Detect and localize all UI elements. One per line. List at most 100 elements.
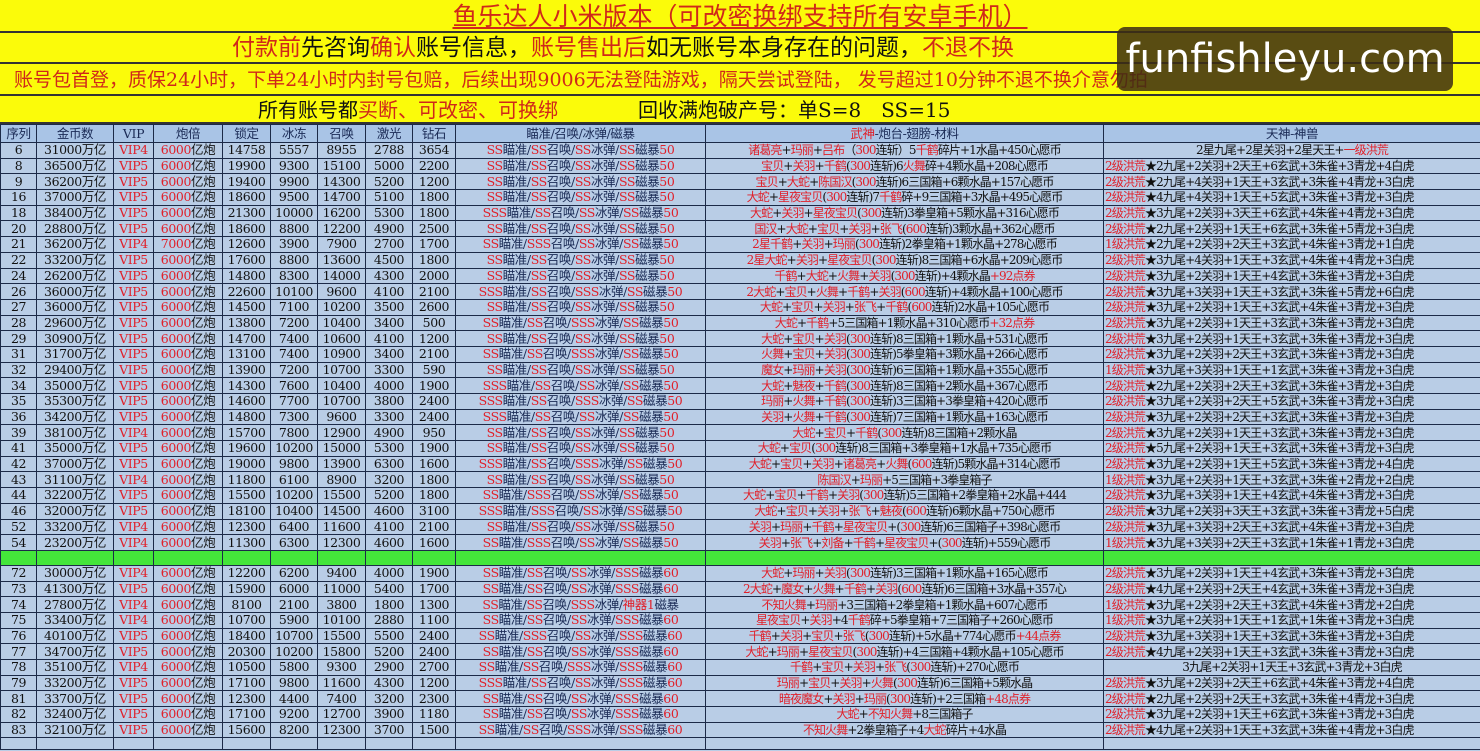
cell-seq: 8 [0, 157, 37, 175]
cell-lock: 10500 [222, 659, 271, 676]
cell-cannon: 6000亿炮 [153, 721, 223, 739]
table-row[interactable]: 8 36500万亿 VIP5 6000亿炮 19900 9300 15100 5000 2200… [0, 157, 1480, 175]
cell-wushen: 玛丽+火舞+千鹤(300连斩)3三国箱+3拳皇箱+420心愿币 [705, 393, 1104, 410]
cell-skills: SS瞄准/SS召唤/SS冰弹/SS磁暴50 [455, 440, 706, 457]
cell-gold: 30900万亿 [36, 330, 114, 347]
cell-seq: 43 [0, 471, 37, 489]
cell-lock: 12200 [222, 564, 271, 582]
table-row[interactable]: 41 35000万亿 VIP5 6000亿炮 19600 10200 15000 5300 19… [0, 440, 1480, 457]
cell-laser: 4600 [365, 534, 413, 551]
cell-seq: 9 [0, 173, 37, 191]
cell-wushen: 2星大蛇+关羽+星夜宝贝(300连斩)8三国箱+6水晶+209心愿币 [705, 251, 1104, 269]
cell-summon: 9600 [317, 283, 366, 300]
table-row[interactable]: 29 30900万亿 VIP5 6000亿炮 14700 7400 10600 4100 120… [0, 330, 1480, 347]
cell-skills: SS瞄准/SS召唤/SS冰弹/SS磁暴50 [455, 424, 706, 442]
cell-tianshen: 2级洪荒★4九尾+2关羽+2天王+4玄武+3朱雀+3青龙+3白虎 [1103, 580, 1480, 598]
cell-lock: 14700 [222, 330, 271, 347]
table-row[interactable]: 54 23200万亿 VIP4 6000亿炮 11300 6300 12300 4600 160… [0, 534, 1480, 551]
cell-freeze: 10100 [270, 283, 318, 300]
cell-summon: 10700 [317, 361, 366, 379]
column-header-gold: 金币数 [36, 124, 114, 143]
cell-skills: SSS瞄准/SS召唤/SSS冰弹/SS磁暴50 [455, 283, 706, 300]
table-row[interactable]: 73 41300万亿 VIP5 6000亿炮 15900 6000 11000 5400 170… [0, 580, 1480, 598]
cell-cannon: 6000亿炮 [153, 455, 223, 473]
table-row[interactable]: 44 32200万亿 VIP5 6000亿炮 15500 10200 15500 5200 18… [0, 487, 1480, 504]
table-row[interactable]: 6 31000万亿 VIP4 6000亿炮 14758 5557 8955 2788 3654 S… [0, 142, 1480, 159]
table-row[interactable]: 36 34200万亿 VIP5 6000亿炮 14800 7300 9600 3300 2400… [0, 408, 1480, 426]
cell-wushen: 大蛇+宝贝+关羽+张飞+千鹤(600连斩)2水晶+105心愿币 [705, 298, 1104, 316]
table-row[interactable]: 32 29400万亿 VIP5 6000亿炮 13900 7200 10700 3300 590… [0, 361, 1480, 379]
table-row[interactable]: 52 33200万亿 VIP4 6000亿炮 12300 6400 11600 4100 210… [0, 518, 1480, 536]
table-row[interactable]: 82 32400万亿 VIP5 6000亿炮 17100 9200 12700 3900 118… [0, 706, 1480, 723]
table-row[interactable]: 42 37000万亿 VIP5 6000亿炮 19000 9800 13900 6300 160… [0, 455, 1480, 473]
cell-vip: VIP5 [113, 283, 154, 300]
cell-freeze: 8800 [270, 220, 318, 238]
table-row[interactable]: 18 38400万亿 VIP5 6000亿炮 21300 10000 16200 5300 18… [0, 204, 1480, 222]
cell-lock: 20300 [222, 643, 271, 660]
table-row[interactable]: 75 33400万亿 VIP4 6000亿炮 10700 5900 10100 2880 110… [0, 611, 1480, 629]
table-row[interactable]: 21 36200万亿 VIP4 7000亿炮 12600 3900 7900 2700 1700… [0, 236, 1480, 253]
cell-lock: 19400 [222, 173, 271, 191]
cell-tianshen: 2级洪荒★2九尾+2关羽+2天王+3玄武+3朱雀+4青龙+3白虎 [1103, 690, 1480, 708]
cell-laser: 4600 [365, 502, 413, 520]
cell-vip: VIP5 [113, 377, 154, 394]
table-row[interactable]: 78 35100万亿 VIP4 6000亿炮 10500 5800 9300 2900 2700… [0, 659, 1480, 676]
table-row[interactable]: 35 35300万亿 VIP5 6000亿炮 14600 7700 10700 3800 240… [0, 393, 1480, 410]
cell-diamond: 1180 [412, 706, 456, 723]
table-row[interactable]: 74 27800万亿 VIP4 6000亿炮 8100 2100 3800 1800 1300 S… [0, 596, 1480, 613]
cell-summon: 12700 [317, 706, 366, 723]
cell-tianshen: 2级洪荒★4九尾+4关羽+1天王+5玄武+3朱雀+3青龙+3白虎 [1103, 189, 1480, 206]
cell-laser: 5500 [365, 627, 413, 645]
cell-summon: 12200 [317, 220, 366, 238]
cell-seq: 22 [0, 251, 37, 269]
table-row[interactable]: 31 31700万亿 VIP5 6000亿炮 13100 7400 10900 3400 210… [0, 345, 1480, 363]
table-row[interactable]: 79 33200万亿 VIP5 6000亿炮 17100 9800 11600 4300 120… [0, 674, 1480, 692]
cell-wushen: 千鹤+宝贝+关羽+张飞(300连斩)+270心愿币 [705, 659, 1104, 676]
table-row[interactable]: 22 33200万亿 VIP5 6000亿炮 17600 8800 13600 4500 180… [0, 251, 1480, 269]
table-row[interactable]: 28 29600万亿 VIP5 6000亿炮 13800 7200 10400 3400 500… [0, 314, 1480, 332]
table-row[interactable]: 16 37000万亿 VIP5 6000亿炮 18600 9500 14700 5100 180… [0, 189, 1480, 206]
cell-vip: VIP5 [113, 706, 154, 723]
cell-vip: VIP5 [113, 580, 154, 598]
cell-tianshen: 2级洪荒★3九尾+2关羽+3天王+6玄武+4朱雀+4青龙+3白虎 [1103, 204, 1480, 222]
empty-cell [365, 549, 413, 566]
cell-vip: VIP5 [113, 455, 154, 473]
table-row[interactable]: 9 36200万亿 VIP5 6000亿炮 19400 9900 14300 5200 1200… [0, 173, 1480, 191]
cell-lock: 10700 [222, 611, 271, 629]
cell-tianshen: 1级洪荒★3九尾+3关羽+1天王+1玄武+3朱雀+3青龙+3白虎 [1103, 361, 1480, 379]
table-row[interactable]: 77 34700万亿 VIP5 6000亿炮 20300 10200 15800 5200 24… [0, 643, 1480, 660]
cell-seq: 74 [0, 596, 37, 613]
cell-summon: 16200 [317, 204, 366, 222]
cell-diamond: 500 [412, 314, 456, 332]
cell-cannon: 7000亿炮 [153, 236, 223, 253]
page-title: 鱼乐达人小米版本（可改密换绑支持所有安卓手机） [452, 2, 1028, 31]
cell-skills: SSS瞄准/SS召唤/SS冰弹/SS磁暴50 [455, 377, 706, 394]
banner-segment: 买断、可改密、可换绑 [358, 98, 558, 122]
table-row[interactable]: 76 40100万亿 VIP5 6000亿炮 18400 10700 15500 5500 24… [0, 627, 1480, 645]
table-row[interactable]: 34 35000万亿 VIP5 6000亿炮 14300 7600 10400 4000 190… [0, 377, 1480, 394]
cell-freeze: 10200 [270, 643, 318, 660]
table-row[interactable]: 72 30000万亿 VIP4 6000亿炮 12200 6200 9400 4000 1900… [0, 564, 1480, 582]
table-row[interactable]: 43 31100万亿 VIP4 6000亿炮 11800 6100 8900 3200 1800… [0, 471, 1480, 489]
cell-diamond: 590 [412, 361, 456, 379]
section-separator [0, 549, 1480, 566]
cell-seq: 26 [0, 283, 37, 300]
table-row[interactable]: 83 32100万亿 VIP5 6000亿炮 15600 8200 12300 3700 150… [0, 721, 1480, 739]
cell-lock: 18100 [222, 502, 271, 520]
cell-vip: VIP4 [113, 424, 154, 442]
table-row[interactable]: 20 28800万亿 VIP5 6000亿炮 18600 8800 12200 4900 250… [0, 220, 1480, 238]
cell-seq: 21 [0, 236, 37, 253]
table-row[interactable]: 46 32000万亿 VIP5 6000亿炮 18100 10400 14500 4600 31… [0, 502, 1480, 520]
cell-freeze: 6300 [270, 534, 318, 551]
table-row[interactable]: 24 26200万亿 VIP5 6000亿炮 14800 8300 14000 4300 200… [0, 267, 1480, 285]
table-row[interactable]: 27 36000万亿 VIP5 6000亿炮 14500 7100 10200 3500 260… [0, 298, 1480, 316]
table-row[interactable]: 39 38100万亿 VIP4 6000亿炮 15700 7800 12900 4900 950… [0, 424, 1480, 442]
table-row[interactable]: 26 36000万亿 VIP5 6000亿炮 22600 10100 9600 4100 210… [0, 283, 1480, 300]
cell-laser: 3500 [365, 298, 413, 316]
cell-laser: 4000 [365, 564, 413, 582]
cell-wushen: 魔女+玛丽+关羽(300连斩)6三国箱+1颗水晶+355心愿币 [705, 361, 1104, 379]
table-row[interactable]: 81 33700万亿 VIP5 6000亿炮 12300 4400 7400 3200 2300… [0, 690, 1480, 708]
cell-skills: SS瞄准/SS召唤/SSS冰弹/SSS磁暴60 [455, 659, 706, 676]
cell-wushen: 不知火舞+2拳皇箱子+4大蛇碎片+4水晶 [705, 721, 1104, 739]
cell-diamond: 2100 [412, 345, 456, 363]
